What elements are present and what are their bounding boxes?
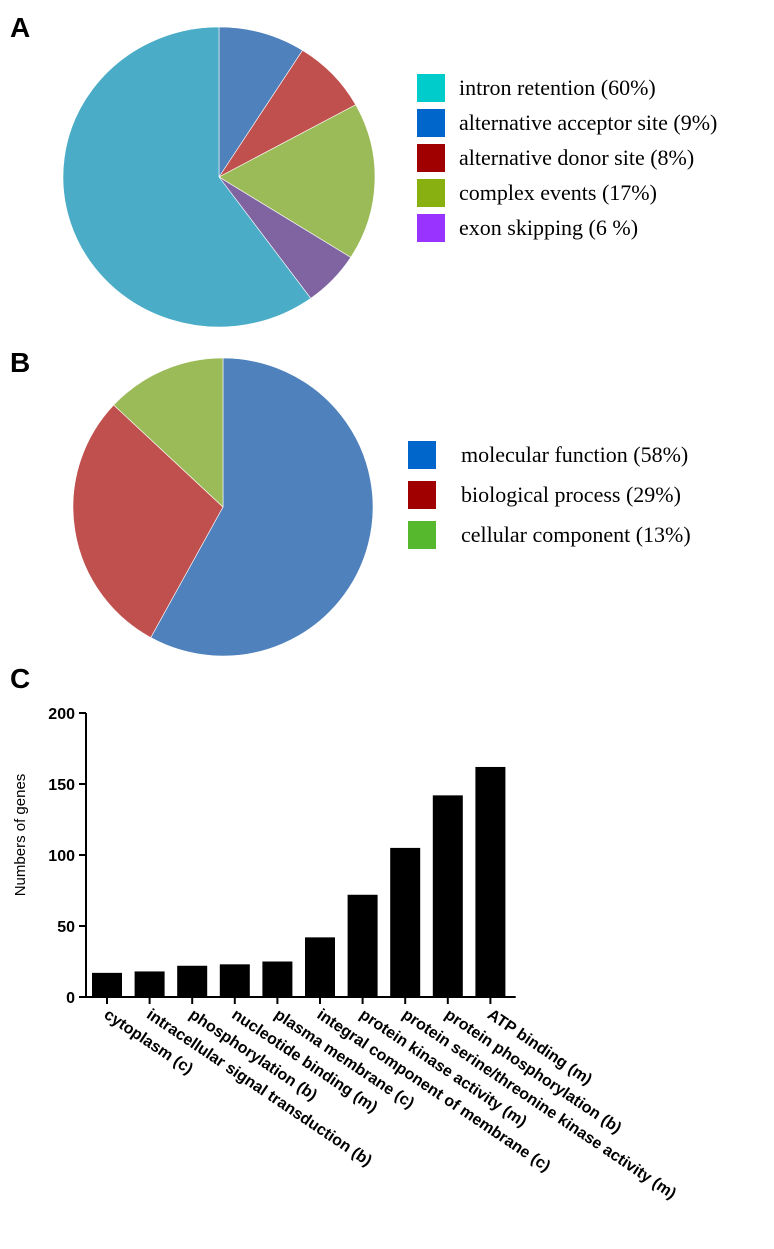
legend-swatch bbox=[417, 74, 445, 102]
legend-label: exon skipping (6 %) bbox=[459, 215, 638, 240]
legend-label: alternative donor site (8%) bbox=[459, 145, 694, 170]
panel-label-b: B bbox=[10, 347, 30, 378]
legend-item-biological-process: biological process (29%) bbox=[408, 481, 681, 509]
legend-item-intron-retention: intron retention (60%) bbox=[417, 74, 656, 102]
legend-label: cellular component (13%) bbox=[461, 522, 691, 547]
legend-item-cellular-component: cellular component (13%) bbox=[408, 521, 691, 549]
legend-item-alternative-acceptor-site: alternative acceptor site (9%) bbox=[417, 109, 717, 137]
pie-slice-cellular-component bbox=[113, 357, 224, 508]
legend-a: intron retention (60%) alternative accept… bbox=[417, 74, 717, 242]
bar-protein-serine-threonine-kinase-activity-m bbox=[390, 847, 421, 997]
legend-swatch bbox=[408, 481, 436, 509]
bar-cytoplasm-c bbox=[92, 972, 122, 997]
y-tick-label: 150 bbox=[48, 777, 75, 794]
pie-slice-intron-retention bbox=[62, 26, 312, 328]
legend-swatch bbox=[417, 109, 445, 137]
legend-item-complex-events: complex events (17%) bbox=[417, 179, 657, 207]
bar-protein-kinase-activity-m bbox=[347, 894, 378, 997]
panel-label-a: A bbox=[10, 12, 30, 43]
legend-b: molecular function (58%) biological proce… bbox=[408, 441, 691, 549]
pie-slice-biological-process bbox=[72, 404, 224, 638]
y-tick-label: 50 bbox=[57, 919, 75, 936]
legend-label: alternative acceptor site (9%) bbox=[459, 110, 717, 135]
bar-protein-phosphorylation-b bbox=[432, 795, 463, 997]
bar-integral-component-of-membrane-c bbox=[305, 937, 335, 997]
y-axis-title: Numbers of genes bbox=[12, 774, 29, 897]
bar-nucleotide-binding-m bbox=[219, 964, 250, 997]
legend-item-exon-skipping: exon skipping (6 %) bbox=[417, 214, 638, 242]
bar-atp-binding-m bbox=[475, 766, 506, 997]
bar-plasma-membrane-c bbox=[262, 961, 293, 997]
y-tick-label: 200 bbox=[48, 706, 75, 723]
panel-label-c: C bbox=[10, 663, 30, 694]
legend-label: molecular function (58%) bbox=[461, 442, 688, 467]
legend-item-molecular-function: molecular function (58%) bbox=[408, 441, 688, 469]
legend-swatch bbox=[417, 214, 445, 242]
pie-slice-complex-events bbox=[218, 104, 376, 258]
pie-chart-b bbox=[72, 357, 374, 657]
pie-slice-alternative-acceptor-site bbox=[218, 26, 304, 178]
legend-swatch bbox=[417, 144, 445, 172]
pie-slice-molecular-function bbox=[150, 357, 374, 657]
legend-item-alternative-donor-site: alternative donor site (8%) bbox=[417, 144, 694, 172]
legend-label: intron retention (60%) bbox=[459, 75, 656, 100]
legend-label: biological process (29%) bbox=[461, 482, 681, 507]
pie-chart-a bbox=[62, 26, 376, 328]
legend-swatch bbox=[408, 441, 436, 469]
legend-swatch bbox=[417, 179, 445, 207]
legend-swatch bbox=[408, 521, 436, 549]
y-tick-label: 100 bbox=[48, 848, 75, 865]
y-tick-label: 0 bbox=[66, 990, 75, 1007]
bar-phosphorylation-b bbox=[177, 965, 208, 997]
legend-label: complex events (17%) bbox=[459, 180, 657, 205]
bar-intracellular-signal-transduction-b bbox=[134, 971, 165, 997]
